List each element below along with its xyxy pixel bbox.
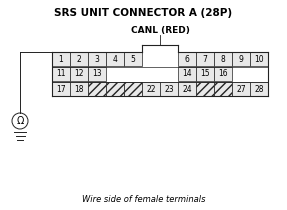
Bar [160, 82, 178, 96]
Text: SRS UNIT CONNECTOR A (28P): SRS UNIT CONNECTOR A (28P) [55, 8, 232, 18]
Bar [88, 82, 106, 96]
Text: 28: 28 [254, 84, 264, 93]
Bar [106, 82, 124, 96]
Bar [70, 52, 88, 66]
Text: 23: 23 [164, 84, 174, 93]
Bar [250, 52, 268, 66]
Text: 12: 12 [74, 70, 84, 79]
Bar [214, 67, 232, 81]
Bar [196, 82, 214, 96]
Text: 4: 4 [113, 55, 117, 63]
Bar [106, 52, 124, 66]
Text: Ω: Ω [16, 116, 24, 126]
Bar [178, 82, 196, 96]
Text: 17: 17 [56, 84, 66, 93]
Bar [232, 82, 250, 96]
Bar [196, 67, 214, 81]
Bar [88, 67, 106, 81]
Bar [214, 52, 232, 66]
Bar [70, 82, 88, 96]
Text: 16: 16 [218, 70, 228, 79]
Text: 5: 5 [131, 55, 135, 63]
Text: 14: 14 [182, 70, 192, 79]
Text: 22: 22 [146, 84, 156, 93]
Bar [124, 82, 142, 96]
Bar [124, 82, 142, 96]
Text: 6: 6 [185, 55, 189, 63]
Text: 10: 10 [254, 55, 264, 63]
Text: 2: 2 [77, 55, 82, 63]
Bar [88, 52, 106, 66]
Text: 7: 7 [203, 55, 208, 63]
Bar [52, 52, 70, 66]
Text: 11: 11 [56, 70, 66, 79]
Bar [214, 82, 232, 96]
Bar [250, 82, 268, 96]
Text: 1: 1 [59, 55, 63, 63]
Bar [232, 52, 250, 66]
Text: 8: 8 [221, 55, 225, 63]
Bar [106, 82, 124, 96]
Text: CANL (RED): CANL (RED) [131, 26, 189, 35]
Bar [196, 52, 214, 66]
Bar [70, 67, 88, 81]
Text: 27: 27 [236, 84, 246, 93]
Bar [196, 82, 214, 96]
Bar [124, 52, 142, 66]
Bar [142, 82, 160, 96]
Text: 24: 24 [182, 84, 192, 93]
Text: 13: 13 [92, 70, 102, 79]
Bar [52, 82, 70, 96]
Text: 15: 15 [200, 70, 210, 79]
Text: 9: 9 [238, 55, 243, 63]
Bar [178, 67, 196, 81]
Bar [214, 82, 232, 96]
Bar [178, 52, 196, 66]
Bar [52, 67, 70, 81]
Text: Wire side of female terminals: Wire side of female terminals [82, 195, 205, 204]
Text: 18: 18 [74, 84, 84, 93]
Text: 3: 3 [94, 55, 99, 63]
Bar [88, 82, 106, 96]
